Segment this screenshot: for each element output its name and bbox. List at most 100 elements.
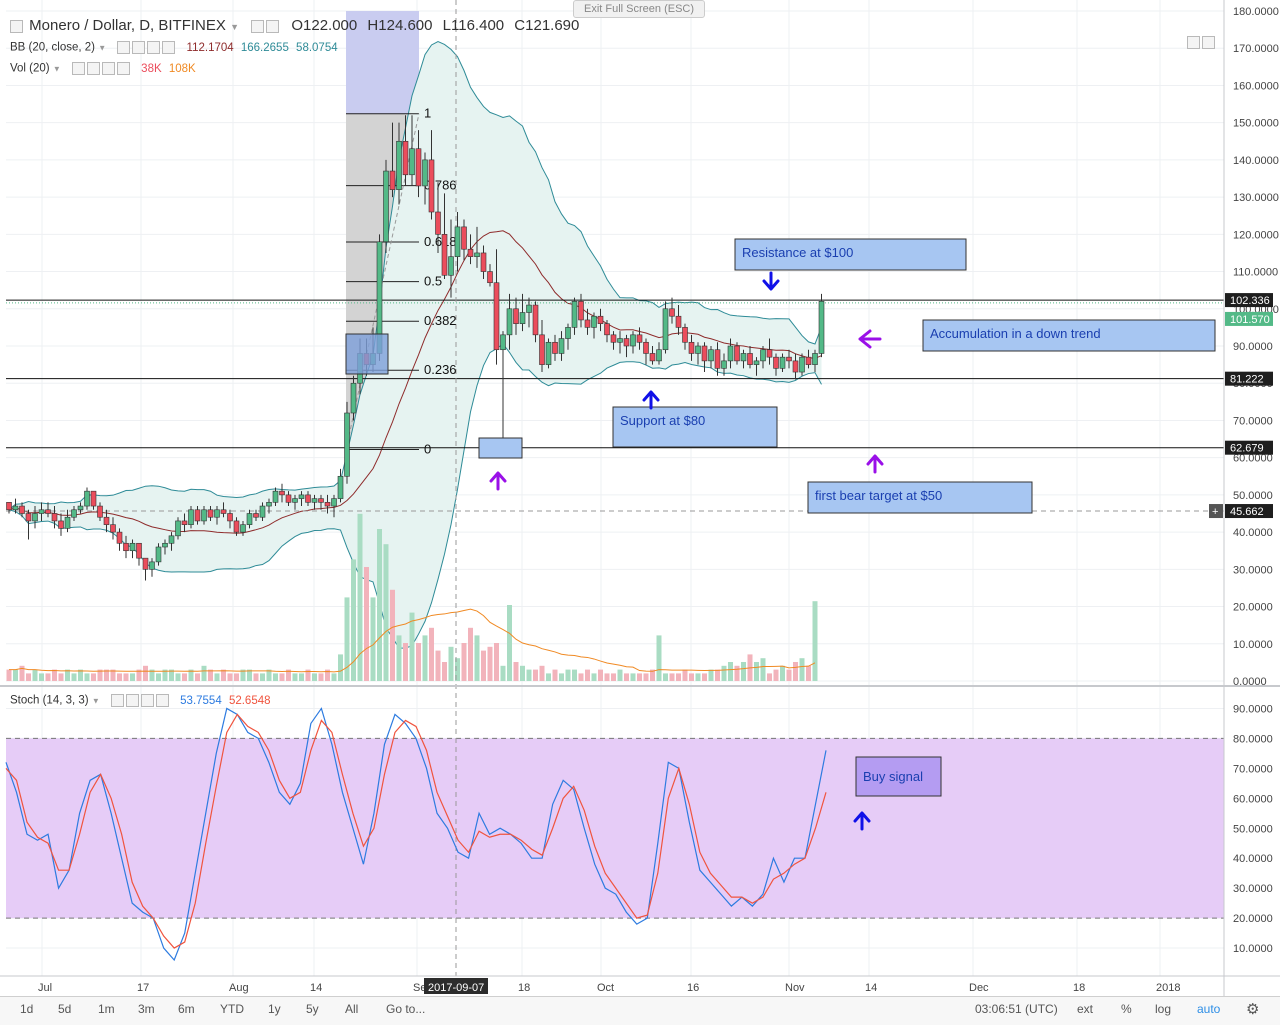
pane-controls (1187, 34, 1217, 52)
volume-bar (58, 673, 64, 681)
volume-bar (728, 662, 733, 681)
interval-1y[interactable]: 1y (268, 1002, 281, 1016)
time-tick-label: 14 (310, 982, 322, 994)
price-tick-label: 130.0000 (1233, 192, 1279, 204)
close-icon[interactable] (116, 62, 130, 75)
volume-bar (208, 669, 213, 681)
stoch-tick-label: 90.0000 (1233, 703, 1273, 715)
gear-icon[interactable] (86, 62, 100, 75)
plus-icon[interactable] (147, 41, 161, 54)
stoch-label[interactable]: Stoch (14, 3, 3) (10, 694, 89, 707)
price-flag (1225, 293, 1273, 308)
candle-body (695, 345, 701, 354)
candle-body (266, 502, 272, 507)
volume-bar (598, 669, 603, 681)
symbol-title[interactable]: Monero / Dollar, D, BITFINEX (29, 17, 226, 34)
interval-ytd[interactable]: YTD (220, 1002, 244, 1016)
time-tick-label: Aug (229, 982, 249, 994)
interval-6m[interactable]: 6m (178, 1002, 195, 1016)
candle-body (714, 349, 721, 369)
volume-ma-line (9, 608, 816, 673)
auto-toggle[interactable]: auto (1197, 1002, 1221, 1016)
candle-body (116, 531, 123, 544)
close-icon[interactable] (155, 694, 169, 707)
volume-bar (110, 669, 116, 681)
candle-body (591, 315, 597, 328)
fib-level-label: 0 (424, 441, 431, 456)
percent-toggle[interactable]: % (1121, 1002, 1132, 1016)
goto-button[interactable]: Go to... (386, 1002, 426, 1016)
gear-icon[interactable] (132, 41, 146, 54)
candle-body (818, 301, 825, 354)
volume-bar (416, 643, 421, 681)
settings-icon[interactable] (251, 19, 265, 33)
candle-body (181, 520, 188, 525)
vol-label[interactable]: Vol (20) (10, 62, 50, 75)
volume-bar (357, 513, 363, 681)
volume-bar (377, 529, 382, 681)
maximize-pane-icon[interactable] (1187, 36, 1200, 50)
volume-bar (468, 627, 473, 681)
fib-level-label: 0.382 (424, 313, 457, 328)
time-tick-label: 18 (518, 982, 530, 994)
price-flag (1225, 311, 1273, 326)
collapse-icon[interactable] (10, 19, 23, 33)
arrow-shape (866, 454, 884, 474)
volume-bar (513, 662, 519, 681)
volume-bar (78, 669, 83, 681)
minimize-pane-icon[interactable] (1202, 36, 1215, 50)
candle-body (526, 304, 532, 313)
price-tick-label: 150.0000 (1233, 118, 1279, 130)
stoch-tick-label: 80.0000 (1233, 733, 1273, 745)
interval-1d[interactable]: 1d (20, 1002, 34, 1016)
interval-5y[interactable]: 5y (306, 1002, 319, 1016)
volume-bar (162, 669, 168, 681)
volume-bar (403, 643, 408, 681)
volume-bar (611, 673, 616, 681)
volume-bar (52, 669, 57, 681)
close-icon[interactable] (162, 41, 176, 54)
plus-icon[interactable] (140, 694, 154, 707)
volume-bar (84, 673, 90, 681)
candle-body (584, 319, 591, 328)
chevron-down-icon[interactable]: ▼ (91, 696, 100, 706)
arrow-shape (858, 329, 882, 349)
volume-bar (773, 669, 779, 681)
candle-body (747, 353, 753, 365)
gear-icon[interactable]: ⚙ (1246, 1001, 1260, 1018)
volume-bar (702, 673, 707, 681)
eye-icon[interactable] (117, 41, 131, 54)
volume-bar (45, 673, 51, 681)
log-toggle[interactable]: log (1155, 1002, 1172, 1016)
chevron-down-icon[interactable]: ▼ (230, 22, 239, 32)
interval-5d[interactable]: 5d (58, 1002, 72, 1016)
candle-body (84, 490, 90, 507)
volume-bar (175, 673, 181, 681)
candle-body (337, 475, 344, 499)
eye-icon[interactable] (110, 694, 124, 707)
chevron-down-icon[interactable]: ▼ (52, 64, 61, 74)
exit-fullscreen-button[interactable]: Exit Full Screen (ESC) (573, 0, 705, 18)
interval-3m[interactable]: 3m (138, 1002, 155, 1016)
interval-all[interactable]: All (345, 1002, 359, 1016)
candle-body (201, 509, 207, 522)
candle-body (545, 341, 552, 365)
price-tick-label: 60.0000 (1233, 453, 1273, 465)
volume-bar (533, 669, 538, 681)
time-tick-label: 2018 (1156, 982, 1180, 994)
time-tick-label: 14 (865, 982, 877, 994)
interval-1m[interactable]: 1m (98, 1002, 115, 1016)
bb-label[interactable]: BB (20, close, 2) (10, 41, 96, 54)
plus-icon[interactable] (101, 62, 115, 75)
gear-icon[interactable] (125, 694, 139, 707)
volume-bar (585, 669, 590, 681)
price-flag (1225, 371, 1273, 386)
time-tick-label: Se (413, 982, 426, 994)
time-tick-label: Nov (785, 982, 805, 994)
compare-icon[interactable] (266, 19, 280, 33)
chevron-down-icon[interactable]: ▼ (98, 43, 107, 53)
eye-icon[interactable] (71, 62, 85, 75)
candle-body (448, 256, 454, 276)
ext-toggle[interactable]: ext (1077, 1002, 1094, 1016)
